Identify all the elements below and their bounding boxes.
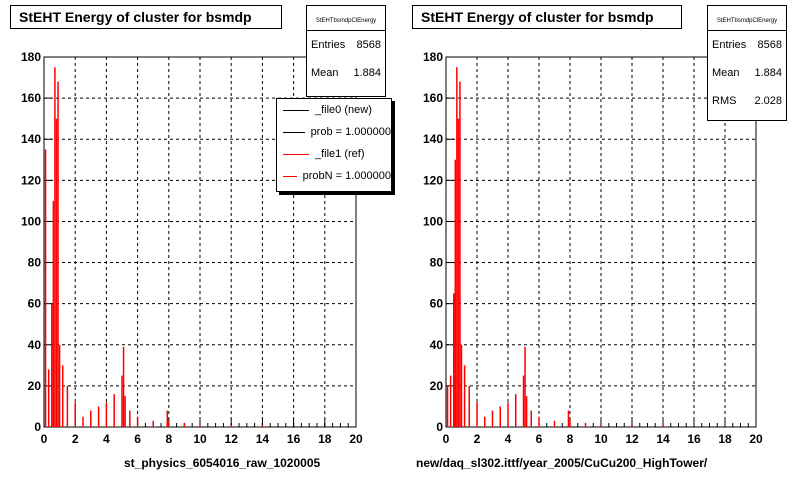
legend-entry: probN = 1.000000 xyxy=(277,165,391,187)
y-tick-label: 60 xyxy=(28,297,42,311)
legend-line-icon xyxy=(283,131,305,133)
left-stats-header: StEHTbsmdpClEnergy xyxy=(307,6,385,31)
stats-value: 2.028 xyxy=(754,95,782,107)
right-stats-row-entries: Entries 8568 xyxy=(708,31,786,59)
left-x-axis-title: st_physics_6054016_raw_1020005 xyxy=(124,456,321,470)
legend-entry: prob = 1.000000 xyxy=(277,121,391,143)
x-tick-label: 10 xyxy=(193,432,207,446)
left-pad: 0 2 4 6 8 10 12 14 16 18 20 0 20 40 60 80 100 120 140 160 18… xyxy=(10,5,392,470)
stats-label: Mean xyxy=(712,67,740,79)
y-tick-label: 60 xyxy=(430,297,444,311)
x-tick-label: 0 xyxy=(41,432,48,446)
x-tick-label: 8 xyxy=(567,432,574,446)
x-tick-label: 16 xyxy=(287,432,301,446)
y-tick-label: 0 xyxy=(34,420,41,434)
stats-label: Mean xyxy=(311,67,339,79)
y-tick-label: 0 xyxy=(436,420,443,434)
stats-value: 1.884 xyxy=(754,67,782,79)
stats-value: 8568 xyxy=(757,39,782,51)
legend-entry: _file0 (new) xyxy=(277,99,391,121)
x-tick-label: 12 xyxy=(225,432,239,446)
x-tick-label: 14 xyxy=(656,432,670,446)
y-tick-label: 100 xyxy=(423,214,443,228)
y-tick-label: 120 xyxy=(423,173,443,187)
legend-line-icon xyxy=(283,153,309,155)
legend-entry: _file1 (ref) xyxy=(277,143,391,165)
x-tick-label: 14 xyxy=(256,432,270,446)
x-tick-label: 2 xyxy=(72,432,79,446)
y-tick-label: 40 xyxy=(430,338,444,352)
legend-label: probN = 1.000000 xyxy=(302,170,391,182)
x-tick-label: 12 xyxy=(625,432,639,446)
y-tick-label: 80 xyxy=(28,256,42,270)
right-x-axis-title: new/daq_sl302.ittf/year_2005/CuCu200_Hig… xyxy=(416,456,708,470)
left-stats-row-entries: Entries 8568 xyxy=(307,31,385,59)
x-tick-label: 20 xyxy=(749,432,763,446)
left-stats-row-mean: Mean 1.884 xyxy=(307,59,385,87)
right-stats-box: StEHTbsmdpClEnergy Entries 8568 Mean 1.8… xyxy=(707,5,787,121)
x-tick-label: 2 xyxy=(474,432,481,446)
left-stats-box: StEHTbsmdpClEnergy Entries 8568 Mean 1.8… xyxy=(306,5,386,97)
y-tick-label: 140 xyxy=(21,132,41,146)
right-pad: 0 2 4 6 8 10 12 14 16 18 20 0 20 40 60 80 100 120 140 160 18… xyxy=(400,0,800,480)
x-tick-label: 6 xyxy=(536,432,543,446)
legend-label: prob = 1.000000 xyxy=(310,126,391,138)
stats-value: 8568 xyxy=(356,39,381,51)
y-tick-label: 160 xyxy=(423,91,443,105)
x-tick-label: 10 xyxy=(594,432,608,446)
left-chart-title: StEHT Energy of cluster for bsmdp xyxy=(10,5,282,29)
x-tick-label: 4 xyxy=(103,432,110,446)
stats-label: Entries xyxy=(311,39,346,51)
stats-label: RMS xyxy=(712,95,737,107)
x-tick-label: 8 xyxy=(165,432,172,446)
y-tick-label: 140 xyxy=(423,132,443,146)
y-tick-label: 180 xyxy=(423,50,443,64)
x-tick-label: 6 xyxy=(134,432,141,446)
legend-line-icon xyxy=(283,109,309,111)
right-chart-title: StEHT Energy of cluster for bsmdp xyxy=(412,5,682,29)
y-tick-label: 80 xyxy=(430,256,444,270)
y-tick-label: 100 xyxy=(21,214,41,228)
x-tick-label: 20 xyxy=(349,432,363,446)
right-stats-row-mean: Mean 1.884 xyxy=(708,59,786,87)
x-tick-label: 16 xyxy=(687,432,701,446)
x-tick-label: 18 xyxy=(318,432,332,446)
stats-label: Entries xyxy=(712,39,747,51)
x-tick-label: 18 xyxy=(718,432,732,446)
y-tick-label: 120 xyxy=(21,173,41,187)
legend-label: _file0 (new) xyxy=(315,104,372,116)
y-tick-label: 180 xyxy=(21,50,41,64)
stats-value: 1.884 xyxy=(353,67,381,79)
x-tick-label: 0 xyxy=(443,432,450,446)
y-tick-label: 20 xyxy=(430,379,444,393)
y-tick-label: 40 xyxy=(28,338,42,352)
y-tick-label: 160 xyxy=(21,91,41,105)
legend-line-icon xyxy=(283,175,297,177)
legend-label: _file1 (ref) xyxy=(315,148,365,160)
y-tick-label: 20 xyxy=(28,379,42,393)
right-chart: 0 2 4 6 8 10 12 14 16 18 20 0 20 40 60 80 100 120 140 160 18… xyxy=(423,50,763,446)
right-stats-header: StEHTbsmdpClEnergy xyxy=(708,6,786,31)
x-tick-label: 4 xyxy=(505,432,512,446)
legend: _file0 (new) prob = 1.000000 _file1 (ref… xyxy=(276,98,392,192)
right-stats-row-rms: RMS 2.028 xyxy=(708,87,786,115)
